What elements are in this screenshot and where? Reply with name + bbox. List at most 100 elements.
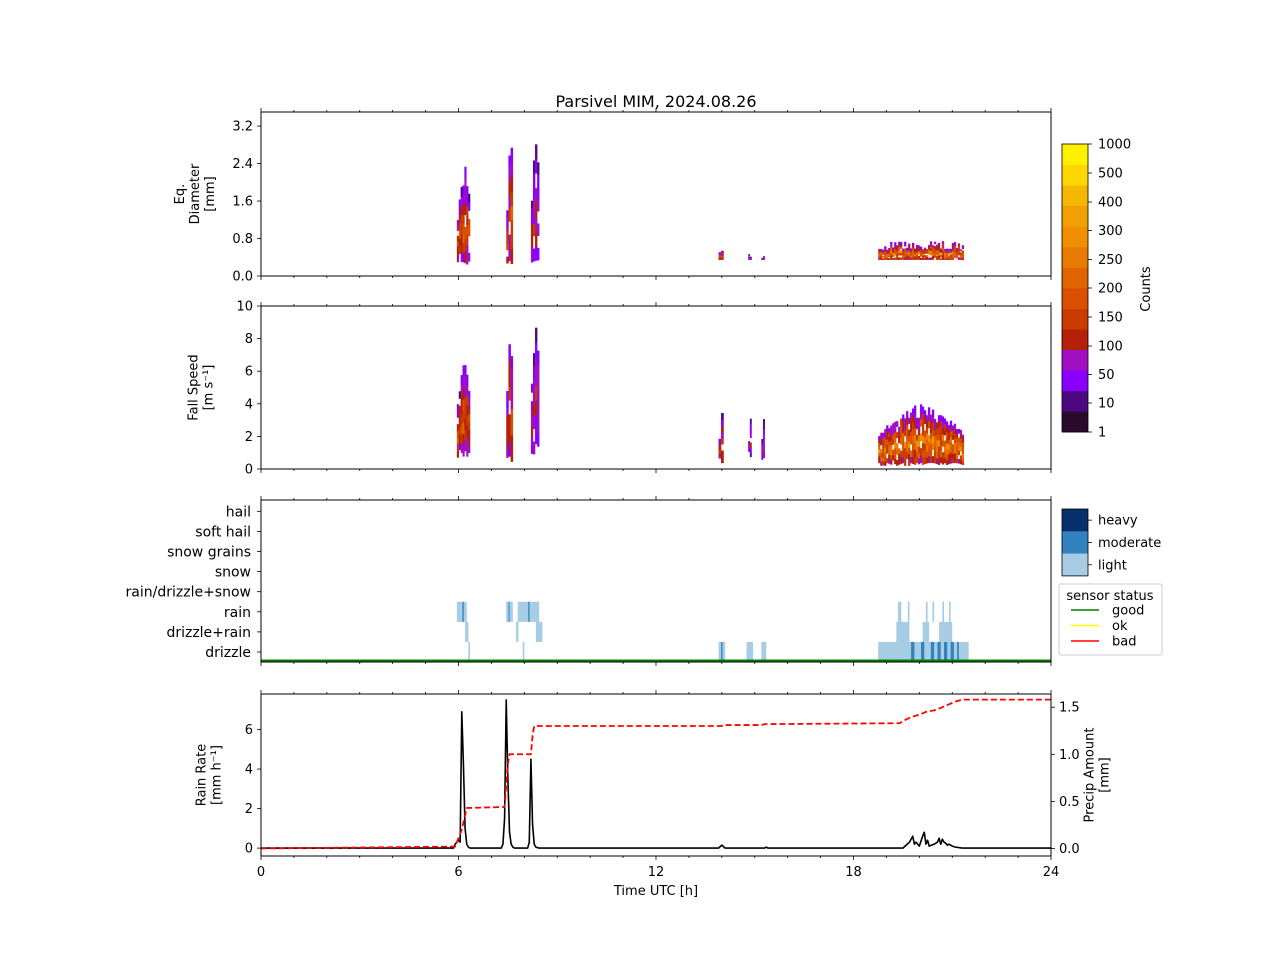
heatmap-cell — [537, 391, 540, 406]
heatmap-cell — [456, 450, 460, 458]
heatmap-cell — [748, 258, 751, 260]
heatmap-cell — [749, 257, 752, 259]
heatmap-cell — [947, 454, 951, 460]
heatmap-cell — [904, 453, 907, 460]
heatmap-cell — [949, 420, 953, 427]
heatmap-cell — [890, 449, 893, 455]
heatmap-cell — [460, 394, 463, 405]
heatmap-cell — [892, 428, 895, 435]
heatmap-cell — [917, 417, 921, 424]
heatmap-cell — [510, 395, 514, 410]
heatmap-cell — [748, 445, 751, 447]
heatmap-cell — [508, 234, 511, 249]
heatmap-cell — [935, 434, 939, 441]
heatmap-cell — [888, 432, 891, 438]
heatmap-cell — [919, 251, 923, 254]
heatmap-cell — [464, 166, 467, 180]
heatmap-cell — [937, 452, 941, 459]
heatmap-cell — [943, 255, 947, 257]
heatmap-cell — [949, 254, 953, 256]
heatmap-cell — [886, 258, 889, 260]
heatmap-cell — [908, 435, 911, 442]
heatmap-cell — [908, 257, 911, 260]
heatmap-cell — [904, 430, 907, 437]
heatmap-cell — [908, 255, 911, 258]
precip-type-bar — [896, 621, 910, 642]
colorbar-segment — [1062, 349, 1088, 371]
heatmap-cell — [914, 254, 917, 256]
heatmap-cell — [892, 248, 895, 251]
heatmap-cell — [923, 247, 927, 250]
heatmap-cell — [935, 248, 939, 251]
heatmap-cell — [939, 450, 943, 458]
colorbar-segment — [1062, 164, 1088, 186]
heatmap-cell — [939, 427, 943, 434]
intensity-label: light — [1098, 558, 1127, 573]
heatmap-cell — [919, 254, 923, 257]
precip-type-bar — [721, 641, 723, 663]
heatmap-cell — [921, 255, 925, 258]
heatmap-cell — [917, 250, 921, 253]
heatmap-cell — [927, 421, 931, 429]
colorbar-tick-label: 250 — [1098, 253, 1123, 268]
heatmap-cell — [937, 255, 941, 258]
heatmap-cell — [943, 457, 947, 464]
heatmap-cell — [957, 257, 961, 260]
heatmap-cell — [947, 252, 951, 255]
heatmap-cell — [919, 253, 923, 256]
heatmap-cell — [916, 451, 919, 458]
precip-type-bar — [907, 601, 910, 622]
heatmap-cell — [464, 238, 467, 252]
heatmap-cell — [929, 444, 933, 451]
heatmap-cell — [458, 391, 461, 399]
heatmap-cell — [935, 244, 939, 247]
heatmap-cell — [943, 252, 947, 254]
heatmap-cell — [925, 445, 929, 452]
heatmap-cell — [951, 245, 955, 248]
heatmap-cell — [957, 441, 961, 447]
colorbar-tick-label: 150 — [1098, 311, 1123, 326]
rain-rate-line — [261, 699, 1051, 849]
heatmap-cell — [894, 248, 897, 252]
heatmap-cell — [902, 414, 905, 421]
heatmap-cell — [943, 250, 947, 253]
heatmap-cell — [919, 433, 923, 442]
heatmap-cell — [914, 427, 917, 436]
diameter-ylabel: Diameter — [188, 163, 203, 224]
heatmap-cell — [535, 342, 538, 358]
heatmap-cell — [914, 434, 917, 443]
heatmap-cell — [464, 190, 467, 204]
heatmap-cell — [914, 457, 917, 465]
heatmap-cell — [900, 431, 903, 439]
y-tick-label: 3.2 — [232, 120, 253, 135]
heatmap-cell — [530, 239, 534, 248]
heatmap-cell — [919, 257, 923, 260]
heatmap-cell — [456, 235, 460, 242]
heatmap-cell — [718, 444, 722, 448]
heatmap-cell — [923, 249, 927, 251]
heatmap-cell — [931, 422, 935, 430]
heatmap-cell — [959, 459, 963, 465]
heatmap-cell — [749, 257, 752, 259]
heatmap-cell — [464, 408, 467, 420]
heatmap-cell — [462, 242, 465, 253]
heatmap-cell — [939, 248, 943, 251]
heatmap-cell — [923, 450, 927, 458]
category-label: snow grains — [167, 545, 251, 561]
heatmap-cell — [530, 216, 534, 225]
heatmap-cell — [961, 445, 965, 451]
heatmap-cell — [941, 243, 945, 247]
heatmap-cell — [530, 409, 534, 419]
heatmap-cell — [955, 252, 959, 255]
heatmap-cell — [939, 251, 943, 253]
heatmap-cell — [535, 385, 538, 401]
heatmap-cell — [468, 398, 471, 407]
heatmap-cell — [878, 442, 881, 447]
heatmap-cell — [510, 369, 514, 383]
heatmap-cell — [929, 450, 933, 457]
heatmap-cell — [506, 449, 509, 458]
heatmap-cell — [721, 255, 724, 257]
heatmap-cell — [935, 255, 939, 259]
heatmap-cell — [945, 252, 949, 255]
colorbar-segment — [1062, 288, 1088, 309]
